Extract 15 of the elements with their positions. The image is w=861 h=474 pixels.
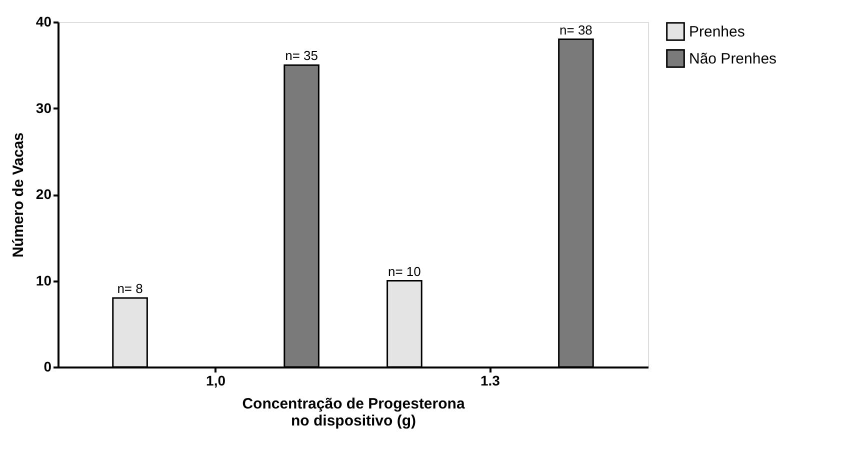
y-tick-label: 0 — [44, 358, 52, 374]
y-tick-label: 30 — [36, 100, 52, 116]
y-axis-title: Número de Vacas — [10, 132, 27, 258]
data-label: n= 35 — [285, 48, 318, 64]
data-label: n= 38 — [560, 22, 592, 38]
data-label: n= 8 — [117, 281, 143, 296]
legend-label: Não Prenhes — [689, 50, 777, 68]
x-tick-label: 1.3 — [480, 372, 500, 388]
y-tick-label: 20 — [36, 186, 52, 202]
y-tick-label: 10 — [36, 272, 52, 288]
x-axis-title: Concentração de Progesterona no dispositivo (g) — [242, 396, 466, 430]
x-tick-label: 1,0 — [206, 372, 226, 388]
y-tick-label: 40 — [36, 14, 52, 30]
legend-label: Prenhes — [689, 24, 745, 40]
data-label: n= 10 — [388, 264, 421, 279]
